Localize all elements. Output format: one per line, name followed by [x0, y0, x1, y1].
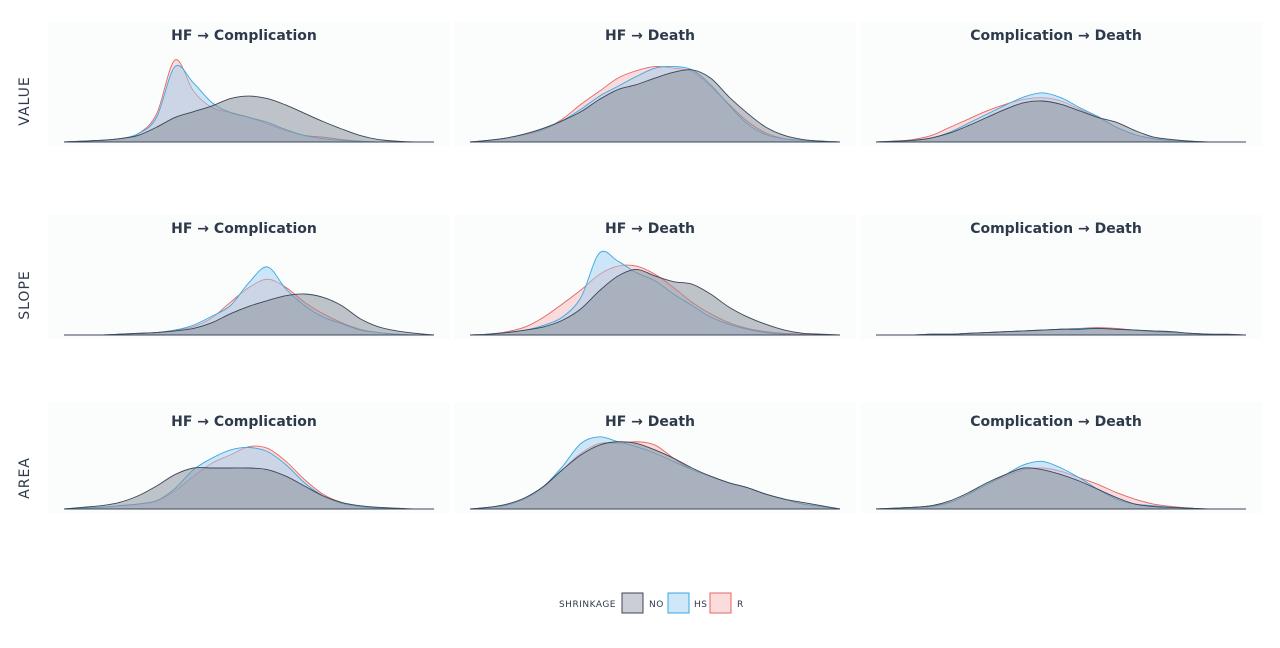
legend-title: SHRINKAGE [559, 600, 616, 610]
row-label-slope: SLOPE [17, 270, 33, 320]
panel-title: Complication → Death [970, 414, 1142, 430]
density-line-no [469, 268, 841, 336]
density-line-no [64, 293, 435, 336]
density-line-no [469, 441, 841, 510]
panel-area-hf-death: HF → Death [454, 402, 856, 513]
density-area-no [470, 69, 840, 142]
density-line-no [875, 100, 1246, 143]
legend-swatch-no [621, 592, 644, 614]
panel-value-hf-complication: HF → Complication [48, 22, 450, 146]
density-area-hs [64, 65, 434, 143]
density-line-no [469, 69, 841, 143]
panel-title: Complication → Death [970, 28, 1142, 44]
panel-title: Complication → Death [970, 221, 1142, 237]
density-area-no [470, 269, 840, 335]
density-area-no [470, 441, 840, 509]
panel-title: HF → Complication [171, 414, 317, 430]
row-label-area: AREA [17, 457, 33, 499]
density-line-no [876, 327, 1247, 336]
panel-slope-hf-death: HF → Death [454, 215, 856, 339]
legend-swatch-r [709, 592, 732, 614]
legend-label-r: R [737, 600, 744, 610]
panel-slope-complication-death: Complication → Death [860, 215, 1262, 339]
legend-swatch-hs [667, 592, 690, 614]
panel-title: HF → Death [605, 28, 695, 44]
legend-label-no: NO [649, 600, 664, 610]
row-labels: VALUE SLOPE AREA [17, 76, 33, 499]
panels-layer: HF → Complication HF → Death Complication … [48, 22, 1262, 513]
density-area-no [64, 293, 434, 336]
panel-value-hf-death: HF → Death [454, 22, 856, 146]
row-label-value: VALUE [17, 76, 33, 125]
density-area-no [876, 100, 1246, 143]
panel-value-complication-death: Complication → Death [860, 22, 1262, 146]
legend-label-hs: HS [694, 600, 707, 610]
density-line-no [63, 467, 435, 510]
panel-slope-hf-complication: HF → Complication [48, 215, 450, 339]
panel-background [860, 215, 1262, 339]
density-area-no [64, 467, 434, 510]
density-line-no [63, 95, 435, 143]
panel-title: HF → Death [605, 221, 695, 237]
density-area-hs [64, 266, 434, 336]
panel-title: HF → Complication [171, 221, 317, 237]
panel-title: HF → Complication [171, 28, 317, 44]
legend: SHRINKAGE NO HS R [559, 592, 744, 614]
density-area-no [64, 96, 434, 143]
panel-area-hf-complication: HF → Complication [48, 402, 450, 513]
density-line-no [875, 467, 1246, 510]
panel-area-complication-death: Complication → Death [860, 402, 1262, 513]
density-area-no [876, 467, 1246, 510]
panel-title: HF → Death [605, 414, 695, 430]
